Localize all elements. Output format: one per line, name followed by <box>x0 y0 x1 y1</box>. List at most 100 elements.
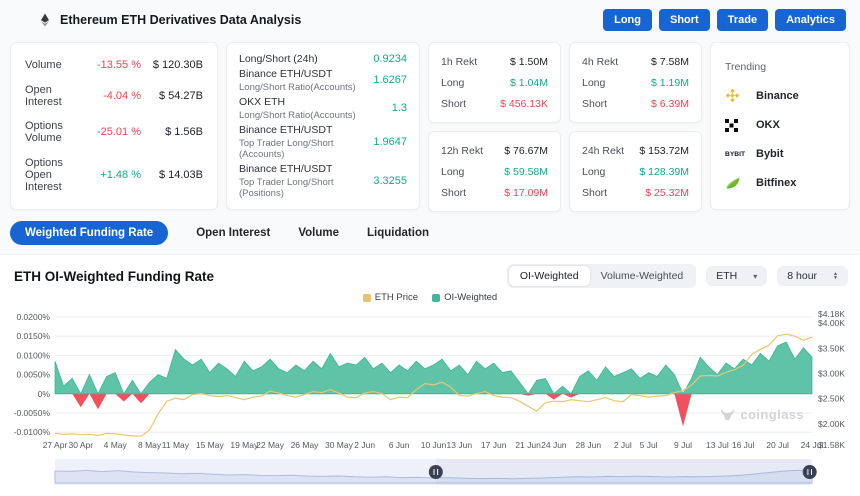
trending-item-bybit[interactable]: BYBIT Bybit <box>725 148 835 160</box>
header-button-long[interactable]: Long <box>603 9 652 31</box>
weight-mode-toggle: OI-WeightedVolume-Weighted <box>507 264 696 288</box>
funding-rate-chart[interactable]: 0.0200%0.0150%0.0100%0.0050%0%-0.0050%-0… <box>0 305 860 457</box>
x-axis-label: 13 Jun <box>447 440 473 450</box>
y-axis-left-label: 0.0050% <box>16 370 50 380</box>
rekt-long-value: $ 128.39M <box>639 166 689 178</box>
legend-item[interactable]: OI-Weighted <box>432 292 497 303</box>
stat-row: Volume -13.55 % $ 120.30B <box>25 59 203 71</box>
long-short-ratios-card: Long/Short (24h) 0.9234 Binance ETH/USDT… <box>226 42 420 210</box>
ratio-row: Binance ETH/USDT Top Trader Long/Short (… <box>239 163 407 199</box>
rekt-total-value: $ 1.50M <box>510 56 548 68</box>
chevron-down-icon: ▾ <box>753 272 757 281</box>
trending-card: Trending Binance OKX BYBIT Bybit Bitfine… <box>710 42 850 210</box>
legend-item[interactable]: ETH Price <box>363 292 418 303</box>
x-axis-label: 17 Jun <box>481 440 507 450</box>
symbol-select[interactable]: ETH ▾ <box>706 266 767 286</box>
stat-change: -4.04 % <box>85 90 141 102</box>
tab-open-interest[interactable]: Open Interest <box>196 221 270 245</box>
rekt-card: 12h Rekt $ 76.67M Long $ 59.58M Short $ … <box>428 131 561 212</box>
trending-item-binance[interactable]: Binance <box>725 88 835 103</box>
rekt-long-label: Long <box>582 166 605 178</box>
x-axis-label: 10 Jun <box>421 440 447 450</box>
ratio-label: Long/Short (24h) <box>239 53 367 65</box>
rekt-short-value: $ 456.13K <box>500 98 548 110</box>
stat-label: Open Interest <box>25 84 85 108</box>
exchange-name: Binance <box>756 90 799 102</box>
chart-title: ETH OI-Weighted Funding Rate <box>14 269 507 284</box>
y-axis-left-label: 0% <box>38 389 51 399</box>
bitfinex-icon <box>725 175 747 191</box>
funding-rate-chart-section: ETH OI-Weighted Funding Rate OI-Weighted… <box>0 254 860 496</box>
tab-volume[interactable]: Volume <box>298 221 339 245</box>
interval-select[interactable]: 8 hour ▲▼ <box>777 266 848 286</box>
navigator-handle[interactable] <box>429 465 443 479</box>
header-button-short[interactable]: Short <box>659 9 710 31</box>
rekt-long-value: $ 1.04M <box>510 77 548 89</box>
header-button-trade[interactable]: Trade <box>717 9 768 31</box>
tab-weighted-funding-rate[interactable]: Weighted Funding Rate <box>10 221 168 245</box>
ratio-label: Binance ETH/USDT <box>239 163 367 175</box>
x-axis-label: 24 Jun <box>541 440 567 450</box>
legend-label: OI-Weighted <box>444 292 497 303</box>
toggle-volume-weighted[interactable]: Volume-Weighted <box>590 266 695 286</box>
ratio-row: Long/Short (24h) 0.9234 <box>239 53 407 65</box>
rekt-short-value: $ 25.32M <box>645 187 689 199</box>
rekt-cards-grid: 1h Rekt $ 1.50M Long $ 1.04M Short $ 456… <box>428 42 702 210</box>
x-axis-label: 15 May <box>196 440 225 450</box>
rekt-long-label: Long <box>441 166 464 178</box>
rekt-short-label: Short <box>582 98 607 110</box>
rekt-total-value: $ 7.58M <box>651 56 689 68</box>
summary-cards-row: Volume -13.55 % $ 120.30B Open Interest … <box>0 40 860 210</box>
ratio-value: 1.6267 <box>367 74 407 86</box>
stat-value: $ 1.56B <box>141 126 203 138</box>
rekt-card: 1h Rekt $ 1.50M Long $ 1.04M Short $ 456… <box>428 42 561 123</box>
legend-swatch <box>363 294 371 302</box>
chart-controls: ETH OI-Weighted Funding Rate OI-Weighted… <box>0 255 860 290</box>
header-button-analytics[interactable]: Analytics <box>775 9 846 31</box>
stat-change: -13.55 % <box>85 59 141 71</box>
x-axis-label: 24 Jul <box>801 440 824 450</box>
ratio-value: 1.9647 <box>367 136 407 148</box>
funding-area-negative[interactable] <box>55 394 812 427</box>
x-axis-label: 5 Jul <box>640 440 658 450</box>
trending-item-okx[interactable]: OKX <box>725 119 835 132</box>
bybit-icon: BYBIT <box>725 149 747 158</box>
exchange-name: Bybit <box>756 148 784 160</box>
x-axis-label: 8 May <box>138 440 162 450</box>
y-axis-left-label: 0.0150% <box>16 331 50 341</box>
exchange-name: Bitfinex <box>756 177 796 189</box>
binance-icon <box>725 88 747 103</box>
x-axis-label: 30 May <box>325 440 354 450</box>
stat-change: +1.48 % <box>85 169 141 181</box>
symbol-select-value: ETH <box>716 270 737 282</box>
x-axis-label: 2 Jun <box>354 440 375 450</box>
funding-area-positive[interactable] <box>55 342 812 394</box>
ratio-label: OKX ETH <box>239 96 386 108</box>
chart-navigator[interactable] <box>0 457 860 487</box>
ratio-row: OKX ETH Long/Short Ratio(Accounts) 1.3 <box>239 96 407 121</box>
y-axis-left-label: 0.0200% <box>16 312 50 322</box>
rekt-long-label: Long <box>441 77 464 89</box>
y-axis-left-label: -0.0050% <box>14 408 51 418</box>
up-down-arrows-icon: ▲▼ <box>833 272 838 280</box>
x-axis-label: 20 Jul <box>766 440 789 450</box>
navigator-selected-range[interactable] <box>436 459 810 485</box>
x-axis-label: 16 Jul <box>732 440 755 450</box>
toggle-oi-weighted[interactable]: OI-Weighted <box>509 266 590 286</box>
trending-item-bitfinex[interactable]: Bitfinex <box>725 175 835 191</box>
tab-liquidation[interactable]: Liquidation <box>367 221 429 245</box>
stat-row: Open Interest -4.04 % $ 54.27B <box>25 84 203 108</box>
x-axis-label: 21 Jun <box>515 440 541 450</box>
navigator-handle[interactable] <box>803 465 817 479</box>
rekt-short-value: $ 6.39M <box>651 98 689 110</box>
legend-label: ETH Price <box>375 292 418 303</box>
stat-row: Options Open Interest +1.48 % $ 14.03B <box>25 157 203 193</box>
ratio-value: 1.3 <box>386 102 407 114</box>
stat-change: -25.01 % <box>85 126 141 138</box>
chart-legend: ETH Price OI-Weighted <box>0 290 860 305</box>
x-axis-label: 4 May <box>104 440 128 450</box>
rekt-period-label: 12h Rekt <box>441 145 483 157</box>
rekt-short-label: Short <box>582 187 607 199</box>
header-actions: Long Short Trade Analytics <box>596 9 846 31</box>
x-axis-label: 6 Jun <box>389 440 410 450</box>
